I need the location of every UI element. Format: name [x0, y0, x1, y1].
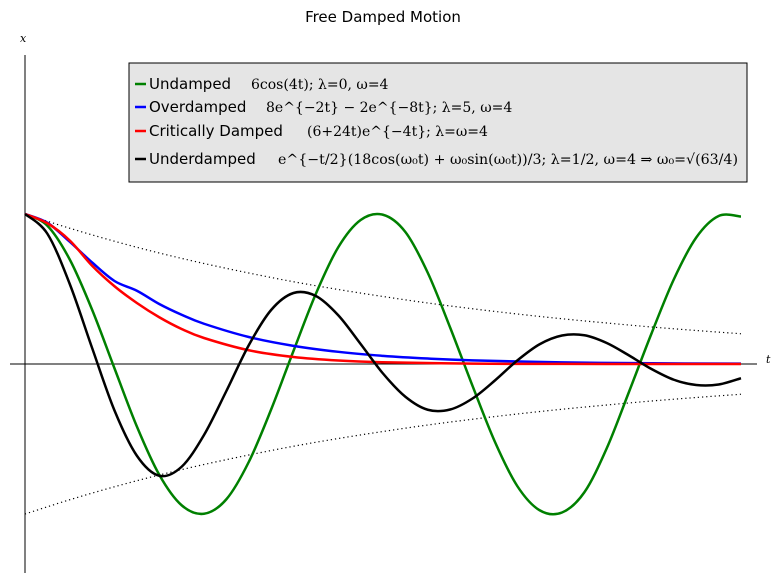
- legend-box: [128, 62, 748, 183]
- y-axis-label: x: [20, 32, 27, 45]
- series-line-undamped: [24, 212, 742, 516]
- legend-entry-undamped: Undamped 6cos(4t); λ=0, ω=4: [135, 75, 389, 93]
- envelope-upper: [24, 213, 742, 335]
- series-line-overdamped: [24, 212, 742, 365]
- legend-math-underdamped: e^{−t/2}(18cos(ω₀t) + ω₀sin(ω₀t))/3; λ=1…: [278, 152, 738, 168]
- envelope-lower: [24, 393, 742, 515]
- legend-label-critically-damped: Critically Damped: [149, 122, 283, 140]
- legend-entry-critically-damped: Critically Damped (6+24t)e^{−4t}; λ=ω=4: [135, 122, 488, 140]
- legend-label-underdamped: Underdamped: [149, 150, 256, 168]
- legend-math-critically-damped: (6+24t)e^{−4t}; λ=ω=4: [307, 124, 488, 140]
- legend-math-overdamped: 8e^{−2t} − 2e^{−8t}; λ=5, ω=4: [266, 100, 512, 116]
- series-line-critically-damped: [24, 212, 742, 366]
- legend-label-undamped: Undamped: [149, 75, 231, 93]
- chart-title: Free Damped Motion: [305, 8, 461, 26]
- series-line-underdamped: [24, 213, 742, 478]
- envelope-layer: [24, 213, 742, 515]
- legend-math-undamped: 6cos(4t); λ=0, ω=4: [251, 77, 389, 93]
- legend: Undamped 6cos(4t); λ=0, ω=4 Overdamped 8…: [128, 62, 748, 183]
- legend-label-overdamped: Overdamped: [149, 98, 246, 116]
- legend-entry-underdamped: Underdamped e^{−t/2}(18cos(ω₀t) + ω₀sin(…: [135, 150, 738, 168]
- x-axis-label: t: [766, 353, 771, 366]
- series-layer: [24, 212, 742, 516]
- legend-entry-overdamped: Overdamped 8e^{−2t} − 2e^{−8t}; λ=5, ω=4: [135, 98, 512, 116]
